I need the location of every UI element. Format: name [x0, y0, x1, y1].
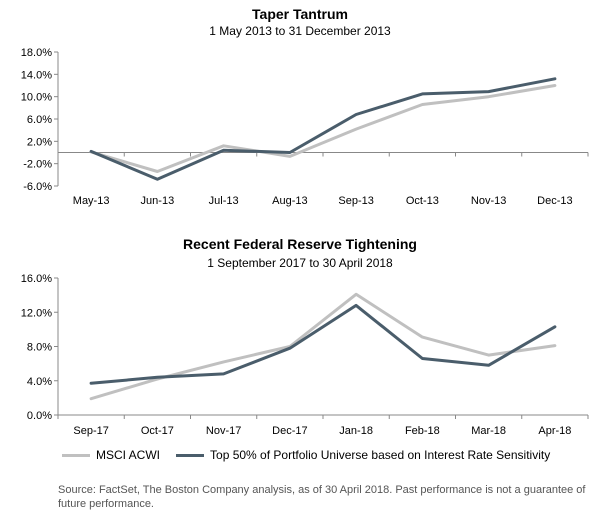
chart1-x-tick-label: Jul-13: [209, 195, 239, 207]
chart1-subtitle: 1 May 2013 to 31 December 2013: [209, 24, 391, 38]
chart2-y-tick-label: 8.0%: [27, 342, 52, 354]
chart1-x-tick-label: Oct-13: [406, 195, 439, 207]
chart2-plot: 0.0% 4.0% 8.0% 12.0% 16.0% Sep-17 Oct-17 Nov-17…: [21, 273, 589, 437]
chart2-x-tick-label: Apr-18: [538, 425, 571, 437]
chart1-y-tick-label: 18.0%: [21, 47, 52, 59]
chart2-x-tick-label: Oct-17: [141, 425, 174, 437]
chart1-y-tick-label: -6.0%: [23, 181, 52, 193]
chart2-x-tick-label: Sep-17: [73, 425, 108, 437]
chart1-x-tick-label: Jun-13: [141, 195, 175, 207]
chart1-y-tick-label: -2.0%: [23, 159, 52, 171]
chart2-y-tick-label: 4.0%: [27, 376, 52, 388]
chart2-x-tick-label: Jan-18: [339, 425, 373, 437]
chart2-x-tick-label: Nov-17: [206, 425, 241, 437]
chart1-x-tick-label: Nov-13: [471, 195, 506, 207]
chart2-subtitle: 1 September 2017 to 30 April 2018: [207, 256, 393, 270]
chart1-y-tick-label: 14.0%: [21, 69, 52, 81]
chart1-series-msci-acwi-line: [89, 84, 557, 173]
chart2-y-tick-label: 16.0%: [21, 273, 52, 285]
chart1-x-tick-label: May-13: [73, 195, 110, 207]
chart1-y-tick-label: 2.0%: [27, 136, 52, 148]
chart2-x-tick-label: Dec-17: [272, 425, 307, 437]
legend-swatch-top50: [176, 453, 205, 457]
chart1-y-tick-label: 6.0%: [27, 114, 52, 126]
legend: MSCI ACWI Top 50% of Portfolio Universe …: [62, 448, 566, 462]
legend-item-top50: Top 50% of Portfolio Universe based on I…: [176, 448, 550, 462]
chart1-plot: -6.0% -2.0% 2.0% 6.0% 10.0% 14.0% 18.0% May-13 J…: [21, 47, 589, 207]
chart1-y-tick-label: 10.0%: [21, 92, 52, 104]
chart2-y-tick-label: 0.0%: [27, 410, 52, 422]
source-note: Source: FactSet, The Boston Company anal…: [58, 484, 586, 510]
chart2-y-tick-label: 12.0%: [21, 307, 52, 319]
legend-label-msci: MSCI ACWI: [96, 448, 161, 462]
chart2-title: Recent Federal Reserve Tightening: [183, 236, 417, 252]
chart2-x-tick-label: Feb-18: [405, 425, 440, 437]
chart1-x-tick-label: Aug-13: [272, 195, 307, 207]
legend-label-top50: Top 50% of Portfolio Universe based on I…: [210, 448, 551, 462]
chart2-x-tick-label: Mar-18: [471, 425, 506, 437]
legend-swatch-msci: [62, 453, 90, 457]
chart1-x-tick-label: Dec-13: [537, 195, 572, 207]
chart1-title: Taper Tantrum: [252, 6, 348, 22]
chart2-series-msci-acwi-line: [89, 292, 557, 401]
chart1-series-top50-line: [89, 77, 557, 181]
chart1-x-tick-label: Sep-13: [338, 195, 373, 207]
legend-item-msci: MSCI ACWI: [62, 448, 160, 462]
chart2-series-top50-line: [89, 303, 557, 385]
